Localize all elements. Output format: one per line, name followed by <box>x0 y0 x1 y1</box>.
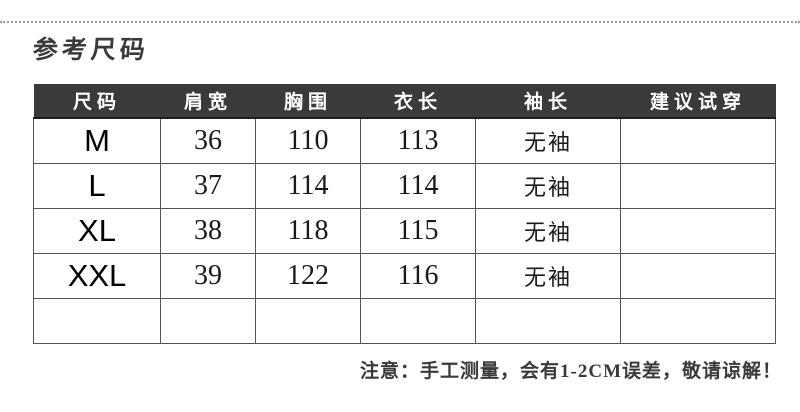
chest-value: 118 <box>255 207 361 254</box>
suggest-value <box>620 117 776 164</box>
table-row-m: M 36 110 113 无袖 <box>33 117 776 164</box>
size-chart-title: 参考尺码 <box>31 35 150 64</box>
shoulder-value: 37 <box>160 162 256 209</box>
chest-value <box>255 297 361 344</box>
length-value: 113 <box>360 117 476 164</box>
table-row-empty <box>33 297 776 344</box>
size-table: 尺码 肩宽 胸围 衣长 袖长 建议试穿 M 36 110 113 无袖 L 37… <box>33 84 776 344</box>
size-label <box>33 297 161 344</box>
chest-value: 110 <box>255 117 361 164</box>
sleeve-value: 无袖 <box>475 162 621 209</box>
size-label: XXL <box>33 252 161 299</box>
table-row-xxl: XXL 39 122 116 无袖 <box>33 252 776 299</box>
header-row: 尺码 肩宽 胸围 衣长 袖长 建议试穿 <box>33 84 776 119</box>
size-table-header: 尺码 肩宽 胸围 衣长 袖长 建议试穿 <box>33 84 776 119</box>
header-garment-length: 衣长 <box>360 84 476 119</box>
length-value: 114 <box>360 162 476 209</box>
length-value: 115 <box>360 207 476 254</box>
header-chest: 胸围 <box>255 84 361 119</box>
shoulder-value <box>160 297 256 344</box>
size-label: L <box>33 162 161 209</box>
chest-value: 114 <box>255 162 361 209</box>
suggest-value <box>620 207 776 254</box>
length-value: 116 <box>360 252 476 299</box>
shoulder-value: 38 <box>160 207 256 254</box>
suggest-value <box>620 252 776 299</box>
header-sleeve-length: 袖长 <box>475 84 621 119</box>
top-dotted-divider <box>0 21 800 23</box>
table-row-l: L 37 114 114 无袖 <box>33 162 776 209</box>
size-label: XL <box>33 207 161 254</box>
suggest-value <box>620 162 776 209</box>
sleeve-value <box>475 297 621 344</box>
header-suggested-fit: 建议试穿 <box>620 84 776 119</box>
sleeve-value: 无袖 <box>475 252 621 299</box>
chest-value: 122 <box>255 252 361 299</box>
size-table-body: M 36 110 113 无袖 L 37 114 114 无袖 XL 38 11… <box>33 117 776 344</box>
sleeve-value: 无袖 <box>475 117 621 164</box>
shoulder-value: 36 <box>160 117 256 164</box>
measurement-disclaimer-note: 注意：手工测量，会有1-2CM误差，敬请谅解！ <box>360 361 782 382</box>
header-shoulder-width: 肩宽 <box>160 84 256 119</box>
suggest-value <box>620 297 776 344</box>
header-size: 尺码 <box>33 84 161 119</box>
shoulder-value: 39 <box>160 252 256 299</box>
table-row-xl: XL 38 118 115 无袖 <box>33 207 776 254</box>
length-value <box>360 297 476 344</box>
size-label: M <box>33 117 161 164</box>
sleeve-value: 无袖 <box>475 207 621 254</box>
